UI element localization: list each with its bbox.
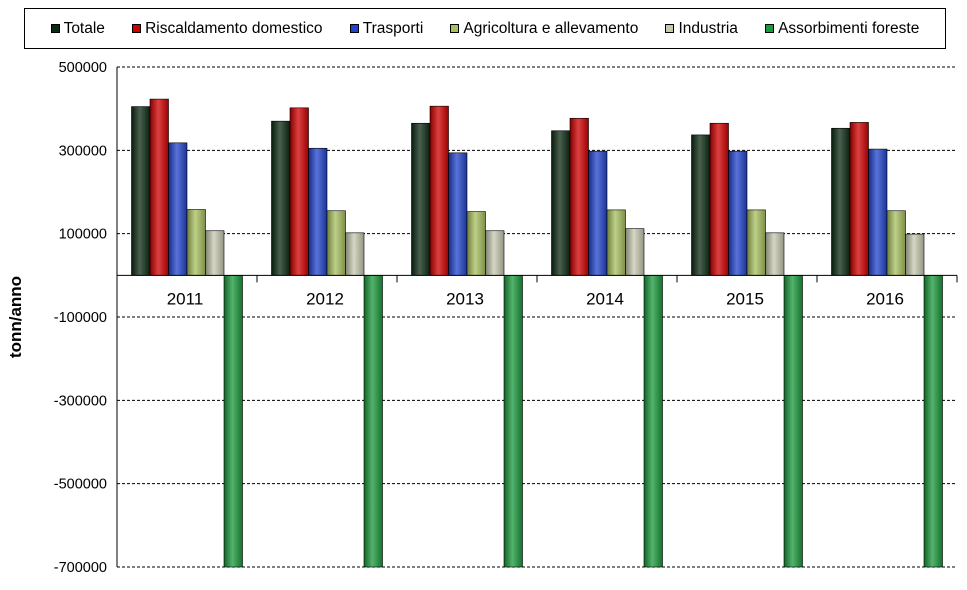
legend-item-agricoltura-e-allevamento: Agricoltura e allevamento (450, 20, 638, 38)
bar-assorbimenti-foreste-2013 (503, 275, 523, 568)
bar-trasporti-2015 (728, 150, 748, 276)
legend-label: Agricoltura e allevamento (463, 19, 639, 37)
bar-assorbimenti-foreste-2012 (363, 275, 383, 568)
legend-swatch (665, 24, 675, 33)
bar-agricoltura-e-allevamento-2011 (186, 209, 206, 276)
bar-agricoltura-e-allevamento-2012 (326, 210, 346, 276)
bar-trasporti-2013 (448, 152, 468, 276)
legend-label: Assorbimenti foreste (778, 19, 920, 37)
legend-swatch (765, 24, 775, 33)
legend-swatch (50, 24, 60, 33)
legend-item-industria: Industria (665, 19, 738, 38)
bar-riscaldamento-domestico-2015 (709, 122, 729, 276)
bar-trasporti-2016 (868, 148, 888, 276)
bar-totale-2014 (551, 130, 571, 276)
y-axis-label: tonn/anno (6, 276, 25, 358)
legend-item-totale: Totale (50, 19, 105, 38)
bar-agricoltura-e-allevamento-2013 (466, 211, 486, 276)
y-tick-label: -300000 (54, 393, 107, 409)
legend-label: Totale (63, 19, 105, 37)
legend-swatch (450, 24, 460, 33)
legend-swatch (132, 24, 142, 33)
bar-agricoltura-e-allevamento-2015 (746, 209, 766, 276)
y-tick-label: -500000 (54, 477, 107, 493)
legend-label: Riscaldamento domestico (145, 19, 323, 37)
legend-item-trasporti: Trasporti (349, 19, 424, 38)
bar-agricoltura-e-allevamento-2014 (606, 209, 626, 276)
bar-industria-2014 (625, 228, 645, 276)
x-tick-label-2013: 2013 (446, 289, 484, 308)
bar-assorbimenti-foreste-2014 (643, 275, 663, 568)
y-tick-label: -100000 (54, 310, 107, 326)
bar-totale-2013 (411, 122, 431, 276)
bar-riscaldamento-domestico-2016 (849, 122, 869, 276)
x-tick-label-2011: 2011 (167, 289, 204, 308)
legend-item-assorbimenti-foreste: Assorbimenti foreste (765, 20, 919, 38)
x-tick-label-2012: 2012 (306, 289, 344, 308)
bar-industria-2016 (905, 233, 925, 276)
bar-totale-2015 (691, 134, 711, 276)
bar-totale-2012 (271, 120, 291, 276)
bar-riscaldamento-domestico-2014 (569, 117, 589, 276)
bar-trasporti-2012 (308, 147, 328, 276)
bar-industria-2015 (765, 232, 785, 276)
y-tick-label: -700000 (54, 560, 107, 576)
bar-assorbimenti-foreste-2016 (923, 275, 943, 568)
legend-item-riscaldamento-domestico: Riscaldamento domestico (132, 19, 323, 38)
legend: Totale Riscaldamento domestico Trasporti Ag… (24, 8, 946, 49)
y-tick-label: 100000 (59, 227, 107, 243)
bar-totale-2011 (131, 106, 151, 276)
bar-trasporti-2011 (168, 142, 188, 276)
x-tick-label-2016: 2016 (866, 289, 904, 308)
bar-assorbimenti-foreste-2011 (223, 275, 243, 568)
bar-trasporti-2014 (588, 150, 608, 276)
bar-riscaldamento-domestico-2013 (429, 105, 449, 276)
x-tick-label-2014: 2014 (586, 289, 624, 308)
y-tick-label: 300000 (59, 143, 107, 159)
legend-label: Industria (678, 19, 738, 37)
y-tick-label: 500000 (59, 60, 107, 76)
bar-agricoltura-e-allevamento-2016 (886, 210, 906, 276)
bar-industria-2011 (205, 230, 225, 276)
x-tick-label-2015: 2015 (726, 289, 764, 308)
legend-swatch (349, 24, 359, 33)
bar-riscaldamento-domestico-2011 (149, 98, 169, 276)
bar-totale-2016 (831, 127, 851, 276)
legend-label: Trasporti (362, 19, 424, 37)
bar-industria-2013 (485, 230, 505, 276)
bar-industria-2012 (345, 232, 365, 276)
bar-riscaldamento-domestico-2012 (289, 107, 309, 276)
bar-assorbimenti-foreste-2015 (783, 275, 803, 568)
